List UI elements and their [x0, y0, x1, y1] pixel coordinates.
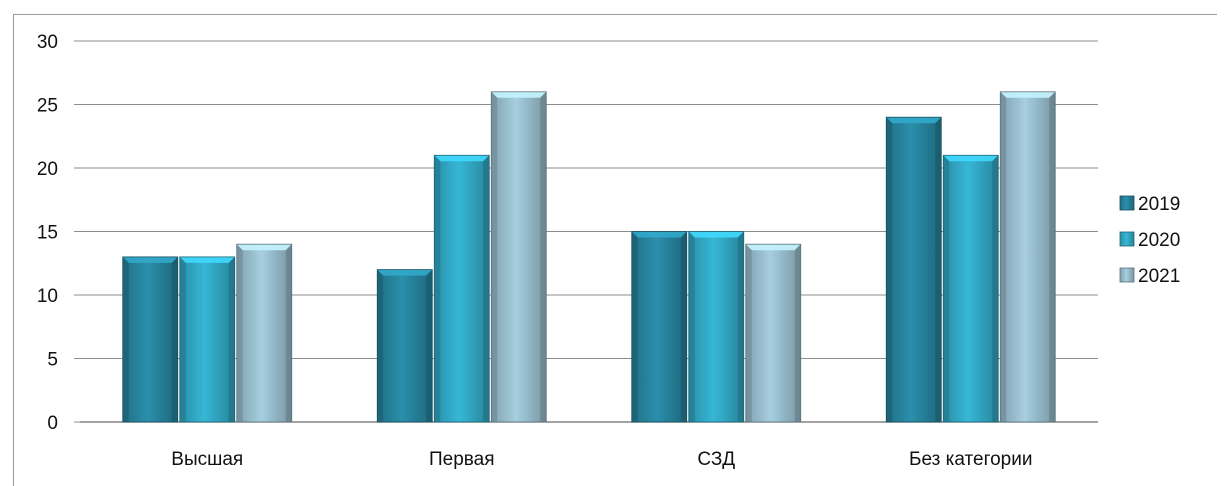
legend-label: 2019 [1138, 194, 1180, 215]
bar-2021-3 [999, 91, 1056, 423]
bar-2020-1 [433, 154, 490, 423]
bar-2021-2 [745, 243, 802, 423]
bar-2020-0 [179, 256, 236, 423]
bar-2020-3 [942, 154, 999, 423]
x-tick-label: Высшая [171, 449, 243, 470]
bar-2019-3 [885, 116, 942, 423]
y-tick-label: 10 [37, 286, 58, 307]
x-axis: Высшая Первая СЗД Без категории [171, 449, 1032, 470]
bar-2020-2 [688, 231, 745, 423]
y-tick-label: 25 [37, 96, 58, 117]
y-tick-label: 0 [47, 413, 58, 434]
legend-swatch [1119, 231, 1135, 247]
legend-item-2020: 2020 [1119, 230, 1180, 251]
y-tick-label: 5 [47, 350, 58, 371]
bar-2019-2 [631, 231, 688, 423]
legend-item-2019: 2019 [1119, 194, 1180, 215]
bar-2019-1 [376, 269, 433, 423]
legend-swatch [1119, 195, 1135, 211]
x-tick-label: СЗД [697, 449, 735, 470]
y-tick-label: 15 [37, 223, 58, 244]
y-tick-label: 30 [37, 32, 58, 53]
bar-2021-0 [236, 243, 293, 423]
chart-frame [13, 14, 1217, 486]
legend-label: 2021 [1138, 266, 1180, 287]
bar-2021-1 [490, 91, 547, 423]
bars [122, 91, 1056, 423]
y-tick-label: 20 [37, 159, 58, 180]
legend-item-2021: 2021 [1119, 266, 1180, 287]
legend-label: 2020 [1138, 230, 1180, 251]
legend-swatch [1119, 267, 1135, 283]
legend: 2019 2020 2021 [1119, 194, 1180, 287]
bar-2019-0 [122, 256, 179, 423]
y-axis: 0 5 10 15 20 25 30 [37, 32, 58, 434]
x-tick-label: Без категории [909, 449, 1032, 470]
x-tick-label: Первая [429, 449, 495, 470]
